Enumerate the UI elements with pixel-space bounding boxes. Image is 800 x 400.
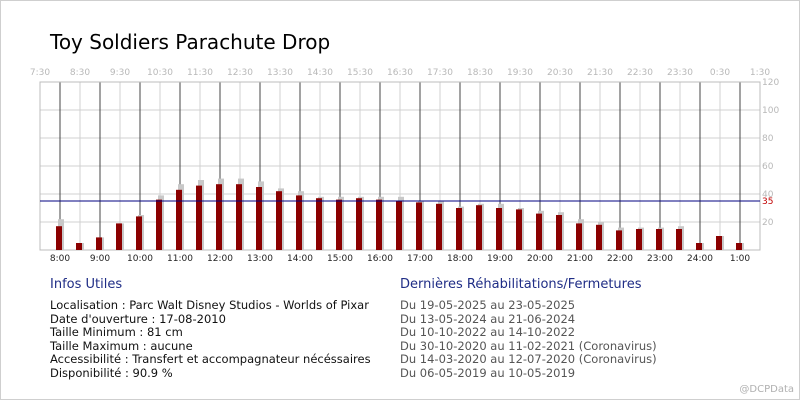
bar-primary <box>696 243 702 250</box>
bar-primary <box>436 203 442 250</box>
bar-primary <box>416 202 422 250</box>
reference-line-label: 35 <box>762 197 773 207</box>
bar-primary <box>396 201 402 250</box>
rehab-title: Dernières Réhabilitations/Fermetures <box>400 277 642 292</box>
bar-primary <box>356 198 362 250</box>
bottom-tick-label: 22:00 <box>607 254 633 264</box>
bar-primary <box>576 223 582 250</box>
y-tick-label: 100 <box>762 106 779 116</box>
bottom-tick-label: 14:00 <box>287 254 313 264</box>
y-tick-label: 40 <box>762 190 774 200</box>
bar-primary <box>676 229 682 250</box>
bottom-tick-label: 16:00 <box>367 254 393 264</box>
info-max-height: Taille Maximum : aucune <box>50 338 193 353</box>
top-tick-label: 13:30 <box>267 68 293 78</box>
rehab-period: Du 13-05-2024 au 21-06-2024 <box>400 311 576 326</box>
top-tick-label: 22:30 <box>627 68 653 78</box>
top-tick-label: 8:30 <box>70 68 90 78</box>
info-location: Localisation : Parc Walt Disney Studios … <box>50 298 369 312</box>
bar-primary <box>556 215 562 250</box>
bar-primary <box>596 224 602 250</box>
infos-title: Infos Utiles <box>50 277 123 292</box>
top-tick-label: 21:30 <box>587 68 613 78</box>
bar-primary <box>296 195 302 250</box>
bottom-tick-label: 9:00 <box>90 254 110 264</box>
bottom-tick-label: 20:00 <box>527 254 553 264</box>
bottom-tick-label: 23:00 <box>647 254 673 264</box>
top-tick-label: 10:30 <box>147 68 173 78</box>
bar-primary <box>476 205 482 250</box>
top-tick-label: 9:30 <box>110 68 130 78</box>
top-tick-label: 19:30 <box>507 68 533 78</box>
bottom-tick-label: 24:00 <box>687 254 713 264</box>
bar-primary <box>536 213 542 250</box>
bar-primary <box>336 199 342 250</box>
bar-primary <box>156 199 162 250</box>
top-tick-label: 14:30 <box>307 68 333 78</box>
top-tick-label: 15:30 <box>347 68 373 78</box>
rehab-period: Du 10-10-2022 au 14-10-2022 <box>400 325 576 339</box>
top-tick-label: 16:30 <box>387 68 413 78</box>
bar-primary <box>736 243 742 250</box>
top-tick-label: 23:30 <box>667 68 693 78</box>
bar-primary <box>116 223 122 250</box>
rehab-period: Du 19-05-2025 au 23-05-2025 <box>400 298 576 312</box>
top-tick-label: 20:30 <box>547 68 573 78</box>
bottom-tick-label: 11:00 <box>167 254 193 264</box>
bottom-tick-label: 12:00 <box>207 254 233 264</box>
bottom-tick-label: 8:00 <box>50 254 70 264</box>
bar-primary <box>516 209 522 250</box>
bar-primary <box>656 229 662 250</box>
bottom-tick-label: 15:00 <box>327 254 353 264</box>
bar-primary <box>276 191 282 250</box>
top-tick-label: 11:30 <box>187 68 213 78</box>
rehab-period: Du 14-03-2020 au 12-07-2020 (Coronavirus… <box>400 352 657 366</box>
y-tick-label: 60 <box>762 162 774 172</box>
bar-primary <box>716 236 722 250</box>
bar-primary <box>376 199 382 250</box>
rehab-period: Du 30-10-2020 au 11-02-2021 (Coronavirus… <box>400 338 657 353</box>
bottom-tick-label: 13:00 <box>247 254 273 264</box>
rehab-period: Du 06-05-2019 au 10-05-2019 <box>400 365 576 380</box>
top-tick-label: 1:30 <box>750 68 770 78</box>
bar-primary <box>96 237 102 250</box>
y-tick-label: 20 <box>762 218 774 228</box>
top-tick-label: 12:30 <box>227 68 253 78</box>
bottom-tick-label: 17:00 <box>407 254 433 264</box>
infos-list: Localisation : Parc Walt Disney Studios … <box>50 298 371 380</box>
bar-primary <box>196 185 202 250</box>
info-opening-date: Date d'ouverture : 17-08-2010 <box>50 311 226 326</box>
info-min-height: Taille Minimum : 81 cm <box>50 325 183 339</box>
bar-primary <box>256 187 262 250</box>
bar-primary <box>176 189 182 250</box>
bottom-tick-label: 1:00 <box>730 254 750 264</box>
bar-primary <box>56 226 62 250</box>
y-tick-label: 80 <box>762 134 774 144</box>
watermark: @DCPData <box>739 384 794 395</box>
bottom-tick-label: 10:00 <box>127 254 153 264</box>
info-availability: Disponibilité : 90.9 % <box>50 365 173 380</box>
top-tick-label: 0:30 <box>710 68 730 78</box>
bottom-tick-label: 18:00 <box>447 254 473 264</box>
top-tick-label: 18:30 <box>467 68 493 78</box>
rehab-list: Du 19-05-2025 au 23-05-2025 Du 13-05-202… <box>400 298 657 380</box>
bottom-tick-label: 19:00 <box>487 254 513 264</box>
bar-primary <box>616 230 622 250</box>
bar-primary <box>636 229 642 250</box>
bar-primary <box>216 184 222 250</box>
bottom-tick-label: 21:00 <box>567 254 593 264</box>
bar-primary <box>316 198 322 250</box>
top-tick-label: 7:30 <box>30 68 50 78</box>
top-tick-label: 17:30 <box>427 68 453 78</box>
bar-primary <box>496 208 502 250</box>
info-accessibility: Accessibilité : Transfert et accompagnat… <box>50 352 371 366</box>
bar-primary <box>456 208 462 250</box>
y-tick-label: 120 <box>762 78 779 88</box>
bar-primary <box>136 216 142 250</box>
chart-title: Toy Soldiers Parachute Drop <box>50 30 331 54</box>
bar-primary <box>76 243 82 250</box>
bar-primary <box>236 184 242 250</box>
